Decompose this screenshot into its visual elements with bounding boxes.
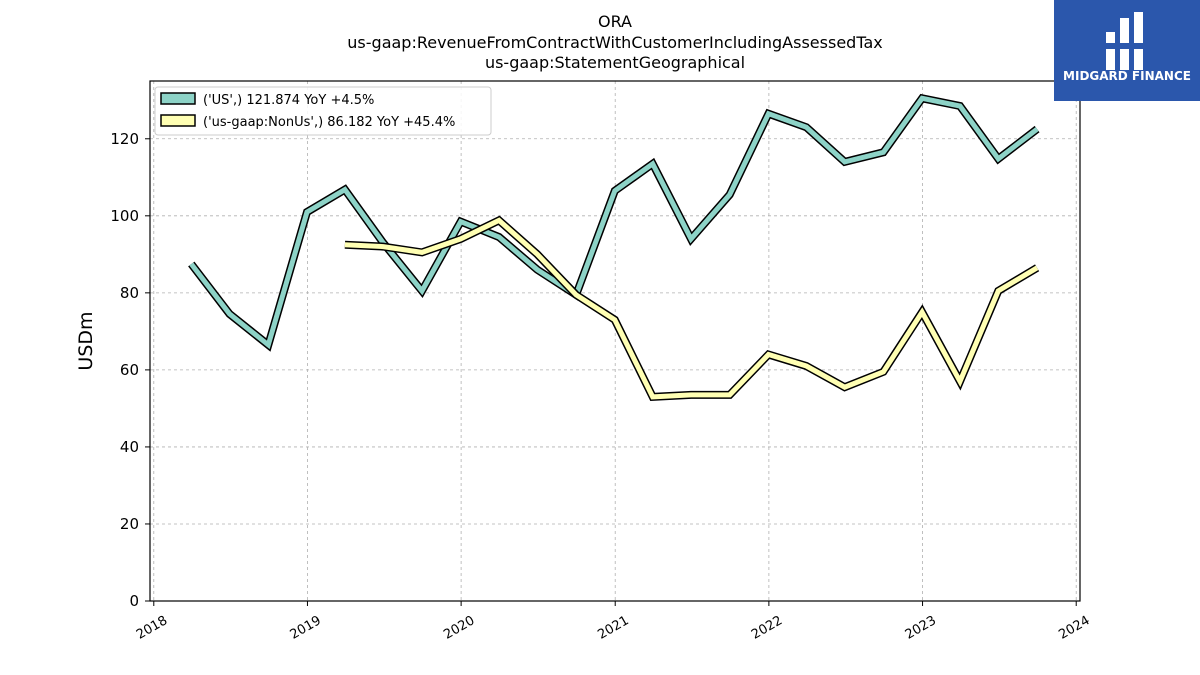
series-line-us bbox=[189, 95, 1039, 350]
x-tick-label: 2023 bbox=[903, 613, 939, 643]
x-tick-label: 2019 bbox=[288, 613, 324, 643]
chart-title-line-1: ORA bbox=[598, 12, 632, 31]
x-tick-label: 2024 bbox=[1056, 613, 1092, 643]
y-tick-label: 60 bbox=[120, 361, 139, 379]
legend: ('US',) 121.874 YoY +4.5% ('us-gaap:NonU… bbox=[154, 86, 492, 136]
y-tick-label: 120 bbox=[110, 130, 139, 148]
series-lines bbox=[188, 93, 1040, 402]
chart-title: ORA us-gaap:RevenueFromContractWithCusto… bbox=[347, 12, 882, 72]
x-tick-label: 2022 bbox=[749, 613, 785, 643]
y-tick-label: 100 bbox=[110, 207, 139, 225]
y-axis-ticks: 0 20 40 60 80 100 120 bbox=[110, 130, 150, 610]
y-axis-label: USDm bbox=[75, 311, 97, 370]
legend-label-nonus: ('us-gaap:NonUs',) 86.182 YoY +45.4% bbox=[203, 115, 455, 130]
brand-emblem-icon bbox=[1099, 12, 1157, 70]
y-tick-label: 0 bbox=[129, 592, 139, 610]
y-tick-label: 40 bbox=[120, 438, 139, 456]
legend-swatch-nonus bbox=[160, 114, 196, 127]
brand-name: MIDGARD FINANCE bbox=[1063, 69, 1191, 83]
series-line-nonus bbox=[344, 217, 1039, 400]
x-tick-label: 2018 bbox=[134, 613, 170, 643]
brand-logo: MIDGARD FINANCE bbox=[1054, 0, 1200, 101]
x-tick-label: 2020 bbox=[441, 613, 477, 643]
x-axis-ticks: 2018 2019 2020 2021 2022 2023 2024 bbox=[134, 601, 1093, 643]
legend-swatch-us bbox=[160, 92, 196, 105]
legend-box bbox=[154, 86, 492, 136]
y-tick-label: 20 bbox=[120, 515, 139, 533]
x-tick-label: 2021 bbox=[595, 613, 631, 643]
legend-label-us: ('US',) 121.874 YoY +4.5% bbox=[203, 93, 374, 108]
chart-title-line-2: us-gaap:RevenueFromContractWithCustomerI… bbox=[347, 33, 882, 52]
chart-title-line-3: us-gaap:StatementGeographical bbox=[485, 53, 745, 72]
series-line-nonus-outline bbox=[344, 215, 1040, 402]
grid-lines bbox=[150, 81, 1080, 602]
y-tick-label: 80 bbox=[120, 284, 139, 302]
